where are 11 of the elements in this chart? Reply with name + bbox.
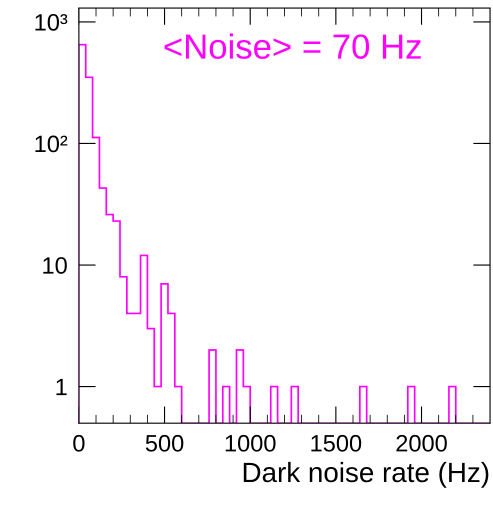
x-axis-title: Dark noise rate (Hz) [244,462,488,488]
x-tick-label: 2000 [396,434,447,452]
x-tick-label: 1000 [226,434,276,452]
annotation: <Noise> = 70 Hz [164,33,421,59]
y-tick-label: 10³ [35,14,68,31]
y-tick-label: 1 [56,378,67,396]
x-tick-label: 500 [146,434,184,452]
x-tick-label: 0 [73,434,85,452]
y-tick-label: 10 [43,257,67,274]
y-tick-label: 10² [35,136,68,152]
x-tick-label: 1500 [311,434,362,452]
